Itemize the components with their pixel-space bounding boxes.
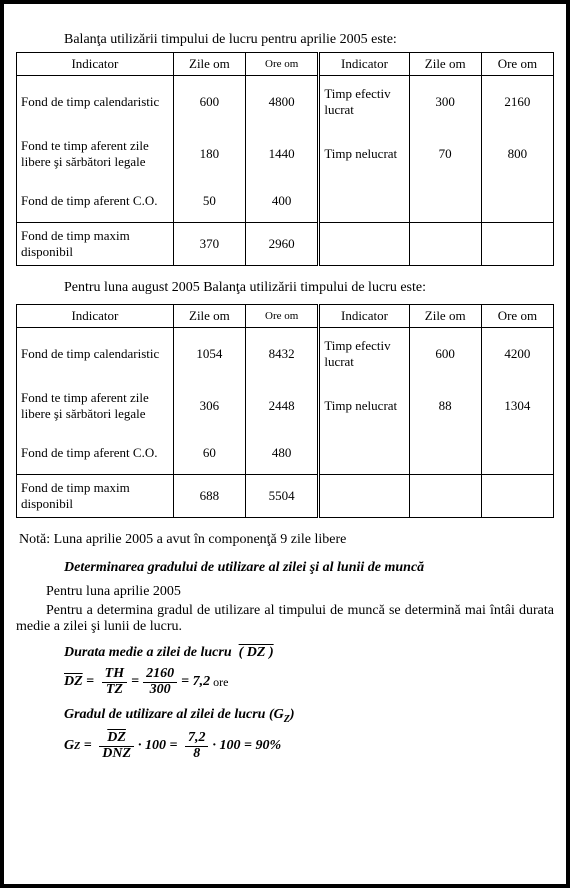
formula-gz: GZ = DZ DNZ · 100 = 7,2 8 · 100 = 90% xyxy=(64,731,554,761)
table-row: Fond de timp calendaristic 600 4800 Timp… xyxy=(17,76,554,129)
table-row: Fond de timp aferent C.O. 50 400 xyxy=(17,180,554,223)
balance-table-april: Indicator Zile om Ore om Indicator Zile … xyxy=(16,52,554,266)
paragraph: Pentru a determina gradul de utilizare a… xyxy=(16,603,554,635)
th-indicator: Indicator xyxy=(17,305,174,328)
th-zile: Zile om xyxy=(173,53,245,76)
table-row: Fond te timp aferent zile libere şi sărb… xyxy=(17,128,554,180)
note-text: Notă: Luna aprilie 2005 a avut în compon… xyxy=(19,532,554,548)
th-zile-r: Zile om xyxy=(409,53,481,76)
table-row: Fond de timp aferent C.O. 60 480 xyxy=(17,432,554,475)
sub-heading-grad: Gradul de utilizare al zilei de lucru (G… xyxy=(16,707,554,725)
formula-dz: DZ = TH TZ = 2160 300 = 7,2 ore xyxy=(64,667,554,697)
th-zile: Zile om xyxy=(173,305,245,328)
sub-heading-durata: Durata medie a zilei de lucru ( DZ ) xyxy=(16,645,554,661)
balance-table-august: Indicator Zile om Ore om Indicator Zile … xyxy=(16,304,554,518)
table-row: Fond de timp maxim disponibil 688 5504 xyxy=(17,475,554,518)
intro-text-1: Balanţa utilizării timpului de lucru pen… xyxy=(16,32,554,48)
intro-text-2: Pentru luna august 2005 Balanţa utilizăr… xyxy=(16,280,554,296)
table-row: Fond te timp aferent zile libere şi sărb… xyxy=(17,380,554,432)
paragraph: Pentru luna aprilie 2005 xyxy=(16,584,554,600)
section-subtitle: Determinarea gradului de utilizare al zi… xyxy=(16,560,554,576)
th-ore-r: Ore om xyxy=(481,53,553,76)
th-indicator: Indicator xyxy=(17,53,174,76)
table-row: Fond de timp calendaristic 1054 8432 Tim… xyxy=(17,328,554,381)
th-zile-r: Zile om xyxy=(409,305,481,328)
th-ore: Ore om xyxy=(246,53,319,76)
table-row: Fond de timp maxim disponibil 370 2960 xyxy=(17,223,554,266)
th-ore-r: Ore om xyxy=(481,305,553,328)
th-indicator-r: Indicator xyxy=(319,53,409,76)
th-ore: Ore om xyxy=(246,305,319,328)
th-indicator-r: Indicator xyxy=(319,305,409,328)
